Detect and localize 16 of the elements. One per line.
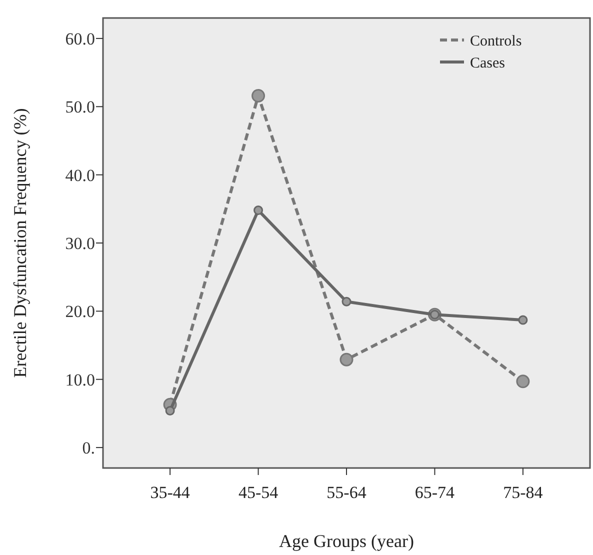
y-tick-label: 30.0 — [65, 234, 95, 253]
x-tick-label: 75-84 — [503, 483, 544, 502]
y-tick-label: 0. — [82, 438, 95, 458]
legend-label: Controls — [470, 33, 522, 50]
y-tick-label: 10.0 — [65, 370, 95, 390]
x-tick-label: 35-44 — [150, 483, 190, 502]
x-axis-title: Age Groups (year) — [279, 531, 414, 551]
y-tick-label: 50.0 — [65, 98, 95, 117]
x-tick-label: 65-74 — [414, 483, 456, 502]
y-tick-label: 20.0 — [65, 302, 95, 322]
y-tick-label: 40.0 — [65, 166, 95, 185]
y-tick-label: 60.0 — [65, 29, 95, 48]
y-axis-title: Erectile Dysfuncation Frequency (%) — [10, 108, 30, 378]
x-tick-label: 45-54 — [238, 483, 279, 502]
x-tick-label: 55-64 — [326, 483, 367, 502]
legend-label: Cases — [470, 55, 506, 72]
